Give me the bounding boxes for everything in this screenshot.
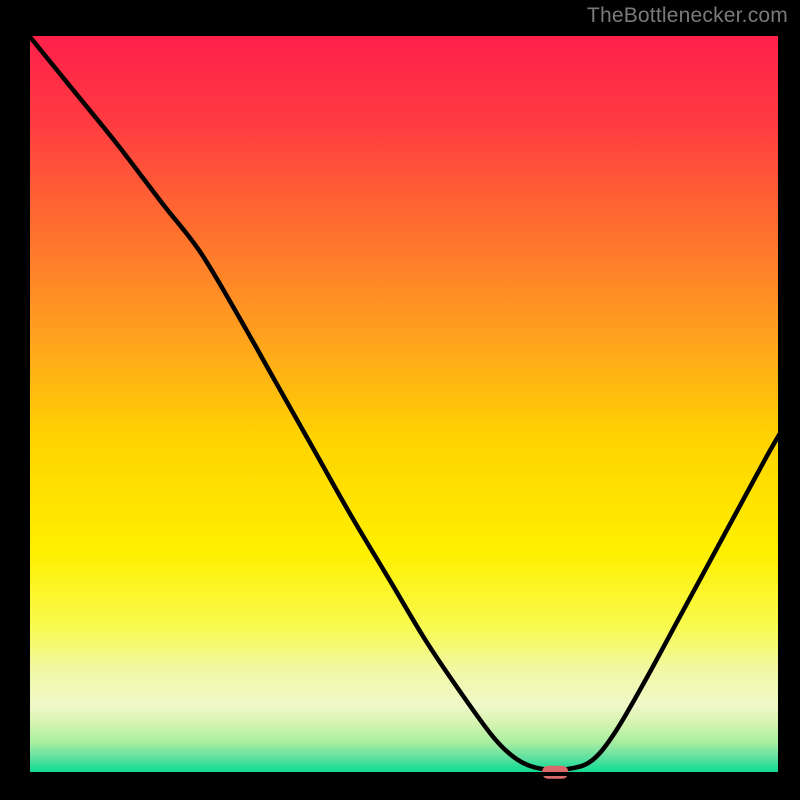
- watermark-text: TheBottlenecker.com: [587, 4, 788, 28]
- chart-container: TheBottlenecker.com: [0, 0, 800, 800]
- optimal-marker: [542, 766, 568, 779]
- bottleneck-chart: [0, 0, 800, 800]
